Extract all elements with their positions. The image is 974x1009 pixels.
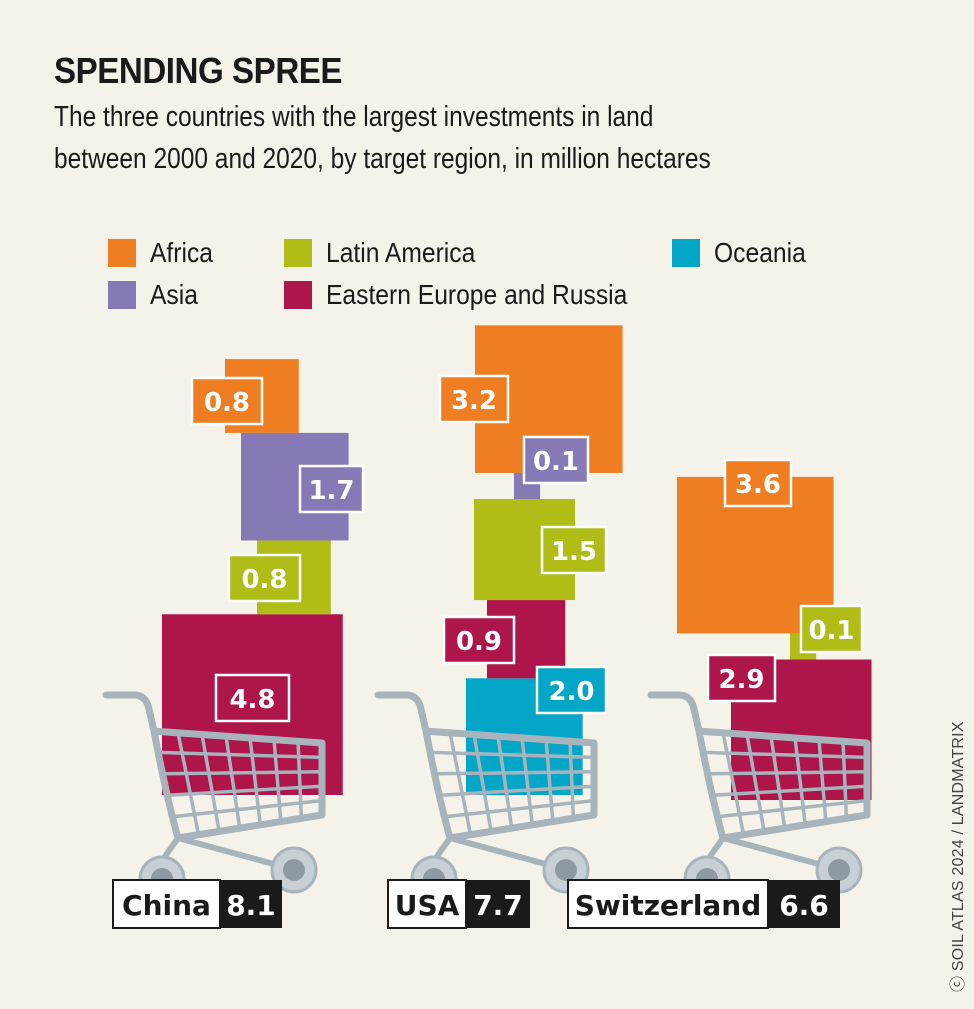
- legend-swatch-asia: [108, 281, 136, 309]
- cart-grid-line: [718, 798, 868, 819]
- value-label-china-africa: 0.8: [204, 388, 250, 418]
- value-label-box-usa-eastern-europe-and-russia: [442, 615, 516, 665]
- legend-item-africa: Africa: [108, 235, 222, 271]
- value-label-box-china-latin-america: [227, 553, 302, 603]
- legend-label: Asia: [150, 279, 198, 310]
- legend-swatch-latin-america: [284, 239, 312, 267]
- cart-grid-line: [721, 732, 746, 836]
- country-group-switzerland: 2.9 0.1 3.6 Switzerland 6.6: [567, 458, 872, 929]
- value-label-china-asia: 1.7: [308, 476, 354, 506]
- value-label-usa-africa: 3.2: [451, 386, 497, 416]
- value-label-box-china-asia: [298, 464, 365, 514]
- cart-grid-line: [703, 750, 868, 760]
- value-label-box-switzerland-latin-america: [799, 604, 864, 654]
- cart-grid-line: [440, 784, 595, 797]
- cart-grid-line: [158, 750, 323, 760]
- country-label-box-china: [112, 879, 221, 929]
- legend-item-latin-america: Latin America: [284, 235, 496, 271]
- source-credit: ⓒ SOIL ATLAS 2024 / LANDMATRIX: [950, 721, 967, 992]
- country-total-box-china: [220, 880, 282, 928]
- legend-item-oceania: Oceania: [672, 235, 818, 271]
- legend-item-eastern-europe-russia: Eastern Europe and Russia: [284, 277, 668, 313]
- value-label-box-switzerland-eastern-europe-and-russia: [706, 653, 777, 703]
- value-label-usa-latin-america: 1.5: [551, 537, 597, 567]
- cart-grid-line: [496, 735, 514, 829]
- cart-grid-line: [841, 741, 849, 819]
- value-label-box-usa-oceania: [535, 665, 608, 715]
- cart-grid-line: [769, 735, 787, 829]
- country-total-box-usa: [466, 880, 530, 928]
- cart-grid-line: [472, 734, 493, 832]
- value-label-box-usa-africa: [438, 374, 510, 424]
- value-label-usa-oceania: 2.0: [548, 677, 594, 707]
- country-total-china: 8.1: [226, 889, 276, 922]
- value-label-box-switzerland-africa: [723, 458, 793, 508]
- cart-grid-line: [445, 798, 595, 819]
- value-label-box-china-africa: [190, 376, 264, 426]
- legend-swatch-oceania: [672, 239, 700, 267]
- legend-label: Latin America: [326, 237, 476, 268]
- cart-grid-line: [200, 734, 221, 832]
- shopping-cart-icon-switzerland: [647, 691, 871, 903]
- cart-grid-line: [224, 735, 242, 829]
- country-group-china: 4.8 0.8 1.7 0.8 China 8.1: [102, 359, 365, 929]
- value-label-switzerland-africa: 3.6: [735, 470, 781, 500]
- cart-grid-line: [817, 739, 828, 822]
- cart-grid-line: [176, 732, 201, 836]
- country-name-usa: USA: [395, 889, 460, 922]
- value-label-china-eastern-europe-and-russia: 4.8: [229, 685, 275, 715]
- country-name-switzerland: Switzerland: [575, 889, 762, 922]
- country-group-usa: 2.0 0.9 1.5 0.1 3.2 USA 7.7: [374, 325, 623, 929]
- chart-title: SPENDING SPREE: [54, 50, 343, 91]
- cart-handle: [374, 691, 454, 842]
- cart-grid-line: [163, 770, 323, 776]
- cart-grid-line: [793, 737, 808, 826]
- cart-grid-line: [713, 784, 868, 797]
- country-label-box-switzerland: [567, 879, 769, 929]
- value-label-box-china-eastern-europe-and-russia: [214, 673, 291, 723]
- country-total-box-switzerland: [768, 880, 840, 928]
- cart-basket: [696, 727, 871, 842]
- cart-grid-line: [520, 737, 535, 826]
- value-label-usa-eastern-europe-and-russia: 0.9: [456, 627, 502, 657]
- subtitle-line-2: between 2000 and 2020, by target region,…: [54, 143, 711, 175]
- cart-grid-line: [272, 739, 283, 822]
- legend-swatch-eastern-europe-russia: [284, 281, 312, 309]
- legend-item-asia: Asia: [108, 277, 204, 313]
- legend-label: Africa: [150, 237, 213, 268]
- cart-grid-line: [544, 739, 555, 822]
- cart-wheel-hub: [828, 859, 850, 881]
- cart-grid-line: [568, 741, 576, 819]
- cart-grid-line: [248, 737, 263, 826]
- cart-basket: [151, 727, 326, 842]
- value-label-switzerland-eastern-europe-and-russia: 2.9: [718, 665, 764, 695]
- chart-subtitle: The three countries with the largest inv…: [54, 96, 845, 180]
- country-total-switzerland: 6.6: [779, 889, 829, 922]
- country-total-usa: 7.7: [473, 889, 523, 922]
- subtitle-line-1: The three countries with the largest inv…: [54, 101, 654, 133]
- cart-grid-line: [430, 750, 595, 760]
- cart-grid-line: [708, 770, 868, 776]
- value-label-china-latin-america: 0.8: [241, 565, 287, 595]
- country-name-china: China: [122, 889, 211, 922]
- value-label-box-usa-latin-america: [540, 525, 608, 575]
- value-label-box-usa-asia: [522, 435, 590, 485]
- cart-grid-line: [296, 741, 304, 819]
- cart-wheel-hub: [283, 859, 305, 881]
- cart-grid-line: [745, 734, 766, 832]
- legend-label: Eastern Europe and Russia: [326, 279, 628, 310]
- value-label-usa-asia: 0.1: [533, 447, 579, 477]
- country-label-box-usa: [387, 879, 467, 929]
- cart-grid-line: [448, 732, 473, 836]
- legend-label: Oceania: [714, 237, 806, 268]
- cart-wheel-hub: [555, 859, 577, 881]
- cart-grid-line: [168, 784, 323, 797]
- cart-grid-line: [435, 770, 595, 776]
- legend-swatch-africa: [108, 239, 136, 267]
- cart-handle: [647, 691, 727, 842]
- value-label-switzerland-latin-america: 0.1: [808, 616, 854, 646]
- cart-grid-line: [173, 798, 323, 819]
- cart-basket: [423, 727, 598, 842]
